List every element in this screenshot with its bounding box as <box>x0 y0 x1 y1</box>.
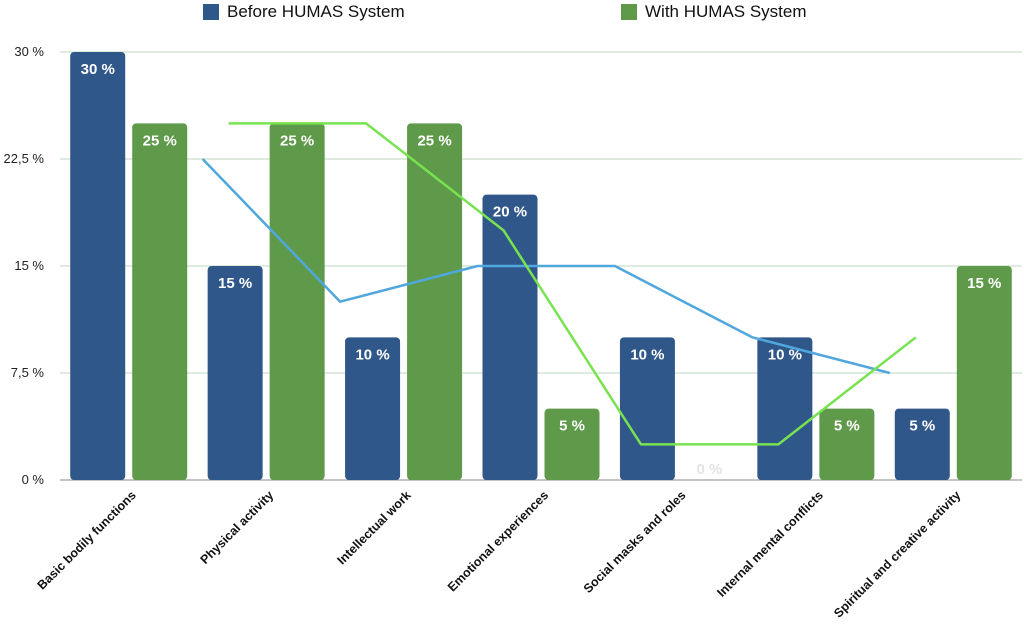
bar-with <box>544 408 600 480</box>
bar-before <box>207 266 263 480</box>
x-category-label: Physical activity <box>198 488 277 567</box>
y-tick-label: 30 % <box>14 44 44 59</box>
data-label: 15 % <box>218 275 252 292</box>
x-category-label: Emotional experiences <box>445 488 551 594</box>
bar-with <box>956 266 1012 480</box>
data-label: 5 % <box>909 418 935 435</box>
data-label: 25 % <box>280 132 314 149</box>
trend-line-with <box>228 122 917 446</box>
data-label: 20 % <box>493 204 527 221</box>
data-label: 10 % <box>768 346 802 363</box>
legend-swatch-before <box>203 4 219 20</box>
bar-before <box>70 52 126 480</box>
bar-with <box>269 123 325 480</box>
x-category-label: Intellectual work <box>335 488 414 567</box>
data-label: 25 % <box>143 132 177 149</box>
x-category-label: Basic bodily functions <box>35 488 139 592</box>
data-label: 25 % <box>417 132 451 149</box>
data-label: 5 % <box>834 418 860 435</box>
data-label: 10 % <box>355 346 389 363</box>
y-tick-label: 22,5 % <box>4 151 45 166</box>
data-label: 0 % <box>696 461 722 478</box>
x-category-label: Social masks and roles <box>581 488 689 596</box>
data-label: 10 % <box>630 346 664 363</box>
bar-with <box>132 123 188 480</box>
bar-before <box>894 408 950 480</box>
data-label: 15 % <box>967 275 1001 292</box>
data-label: 30 % <box>81 61 115 78</box>
legend-swatch-with <box>621 4 637 20</box>
bar-with <box>819 408 875 480</box>
y-tick-label: 7,5 % <box>11 365 45 380</box>
trend-line-before <box>201 158 891 375</box>
legend-item-before: Before HUMAS System <box>203 2 405 22</box>
y-tick-label: 15 % <box>14 258 44 273</box>
x-category-label: Internal mental conflicts <box>714 488 826 600</box>
bar-before <box>345 337 401 480</box>
bar-before <box>482 194 538 480</box>
chart-legend: Before HUMAS System With HUMAS System <box>0 0 1024 26</box>
legend-item-with: With HUMAS System <box>621 2 807 22</box>
x-category-label: Spiritual and creative activity <box>831 488 963 620</box>
legend-label-with: With HUMAS System <box>645 2 807 21</box>
y-tick-label: 0 % <box>22 472 45 487</box>
legend-label-before: Before HUMAS System <box>227 2 405 21</box>
bar-with <box>407 123 463 480</box>
data-label: 5 % <box>559 418 585 435</box>
